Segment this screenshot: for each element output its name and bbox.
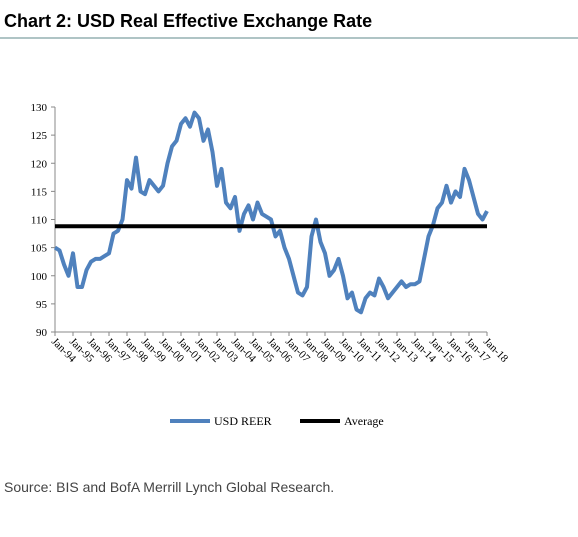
y-tick-label: 95	[36, 299, 48, 311]
y-tick-label: 120	[31, 158, 48, 170]
y-tick-label: 105	[31, 243, 48, 255]
y-tick-label: 125	[31, 130, 48, 142]
legend-label: USD REER	[214, 414, 272, 428]
y-tick-label: 100	[31, 271, 48, 283]
series-line	[53, 110, 489, 315]
y-tick-label: 90	[36, 327, 48, 339]
y-tick-label: 110	[31, 215, 48, 227]
chart-title: Chart 2: USD Real Effective Exchange Rat…	[4, 11, 372, 31]
y-tick-label: 115	[31, 186, 48, 198]
source-note: Source: BIS and BofA Merrill Lynch Globa…	[4, 479, 334, 495]
y-tick-label: 130	[31, 102, 48, 114]
legend-label: Average	[344, 414, 384, 428]
